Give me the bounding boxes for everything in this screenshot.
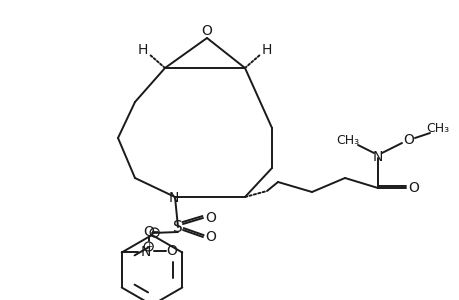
Text: O: O: [205, 211, 216, 225]
Text: CH₃: CH₃: [425, 122, 448, 134]
Text: N: N: [372, 150, 382, 164]
Text: CH₃: CH₃: [336, 134, 359, 146]
Text: H: H: [138, 43, 148, 57]
Text: O: O: [403, 133, 414, 147]
Text: H: H: [261, 43, 272, 57]
Text: S: S: [173, 220, 183, 235]
Text: N: N: [168, 191, 179, 205]
Text: +: +: [145, 242, 152, 251]
Text: O: O: [408, 181, 419, 195]
Text: O: O: [205, 230, 216, 244]
Text: O: O: [143, 226, 154, 239]
Text: O: O: [166, 244, 177, 259]
Text: −: −: [150, 227, 158, 238]
Text: O: O: [201, 24, 212, 38]
Text: N: N: [140, 245, 151, 260]
